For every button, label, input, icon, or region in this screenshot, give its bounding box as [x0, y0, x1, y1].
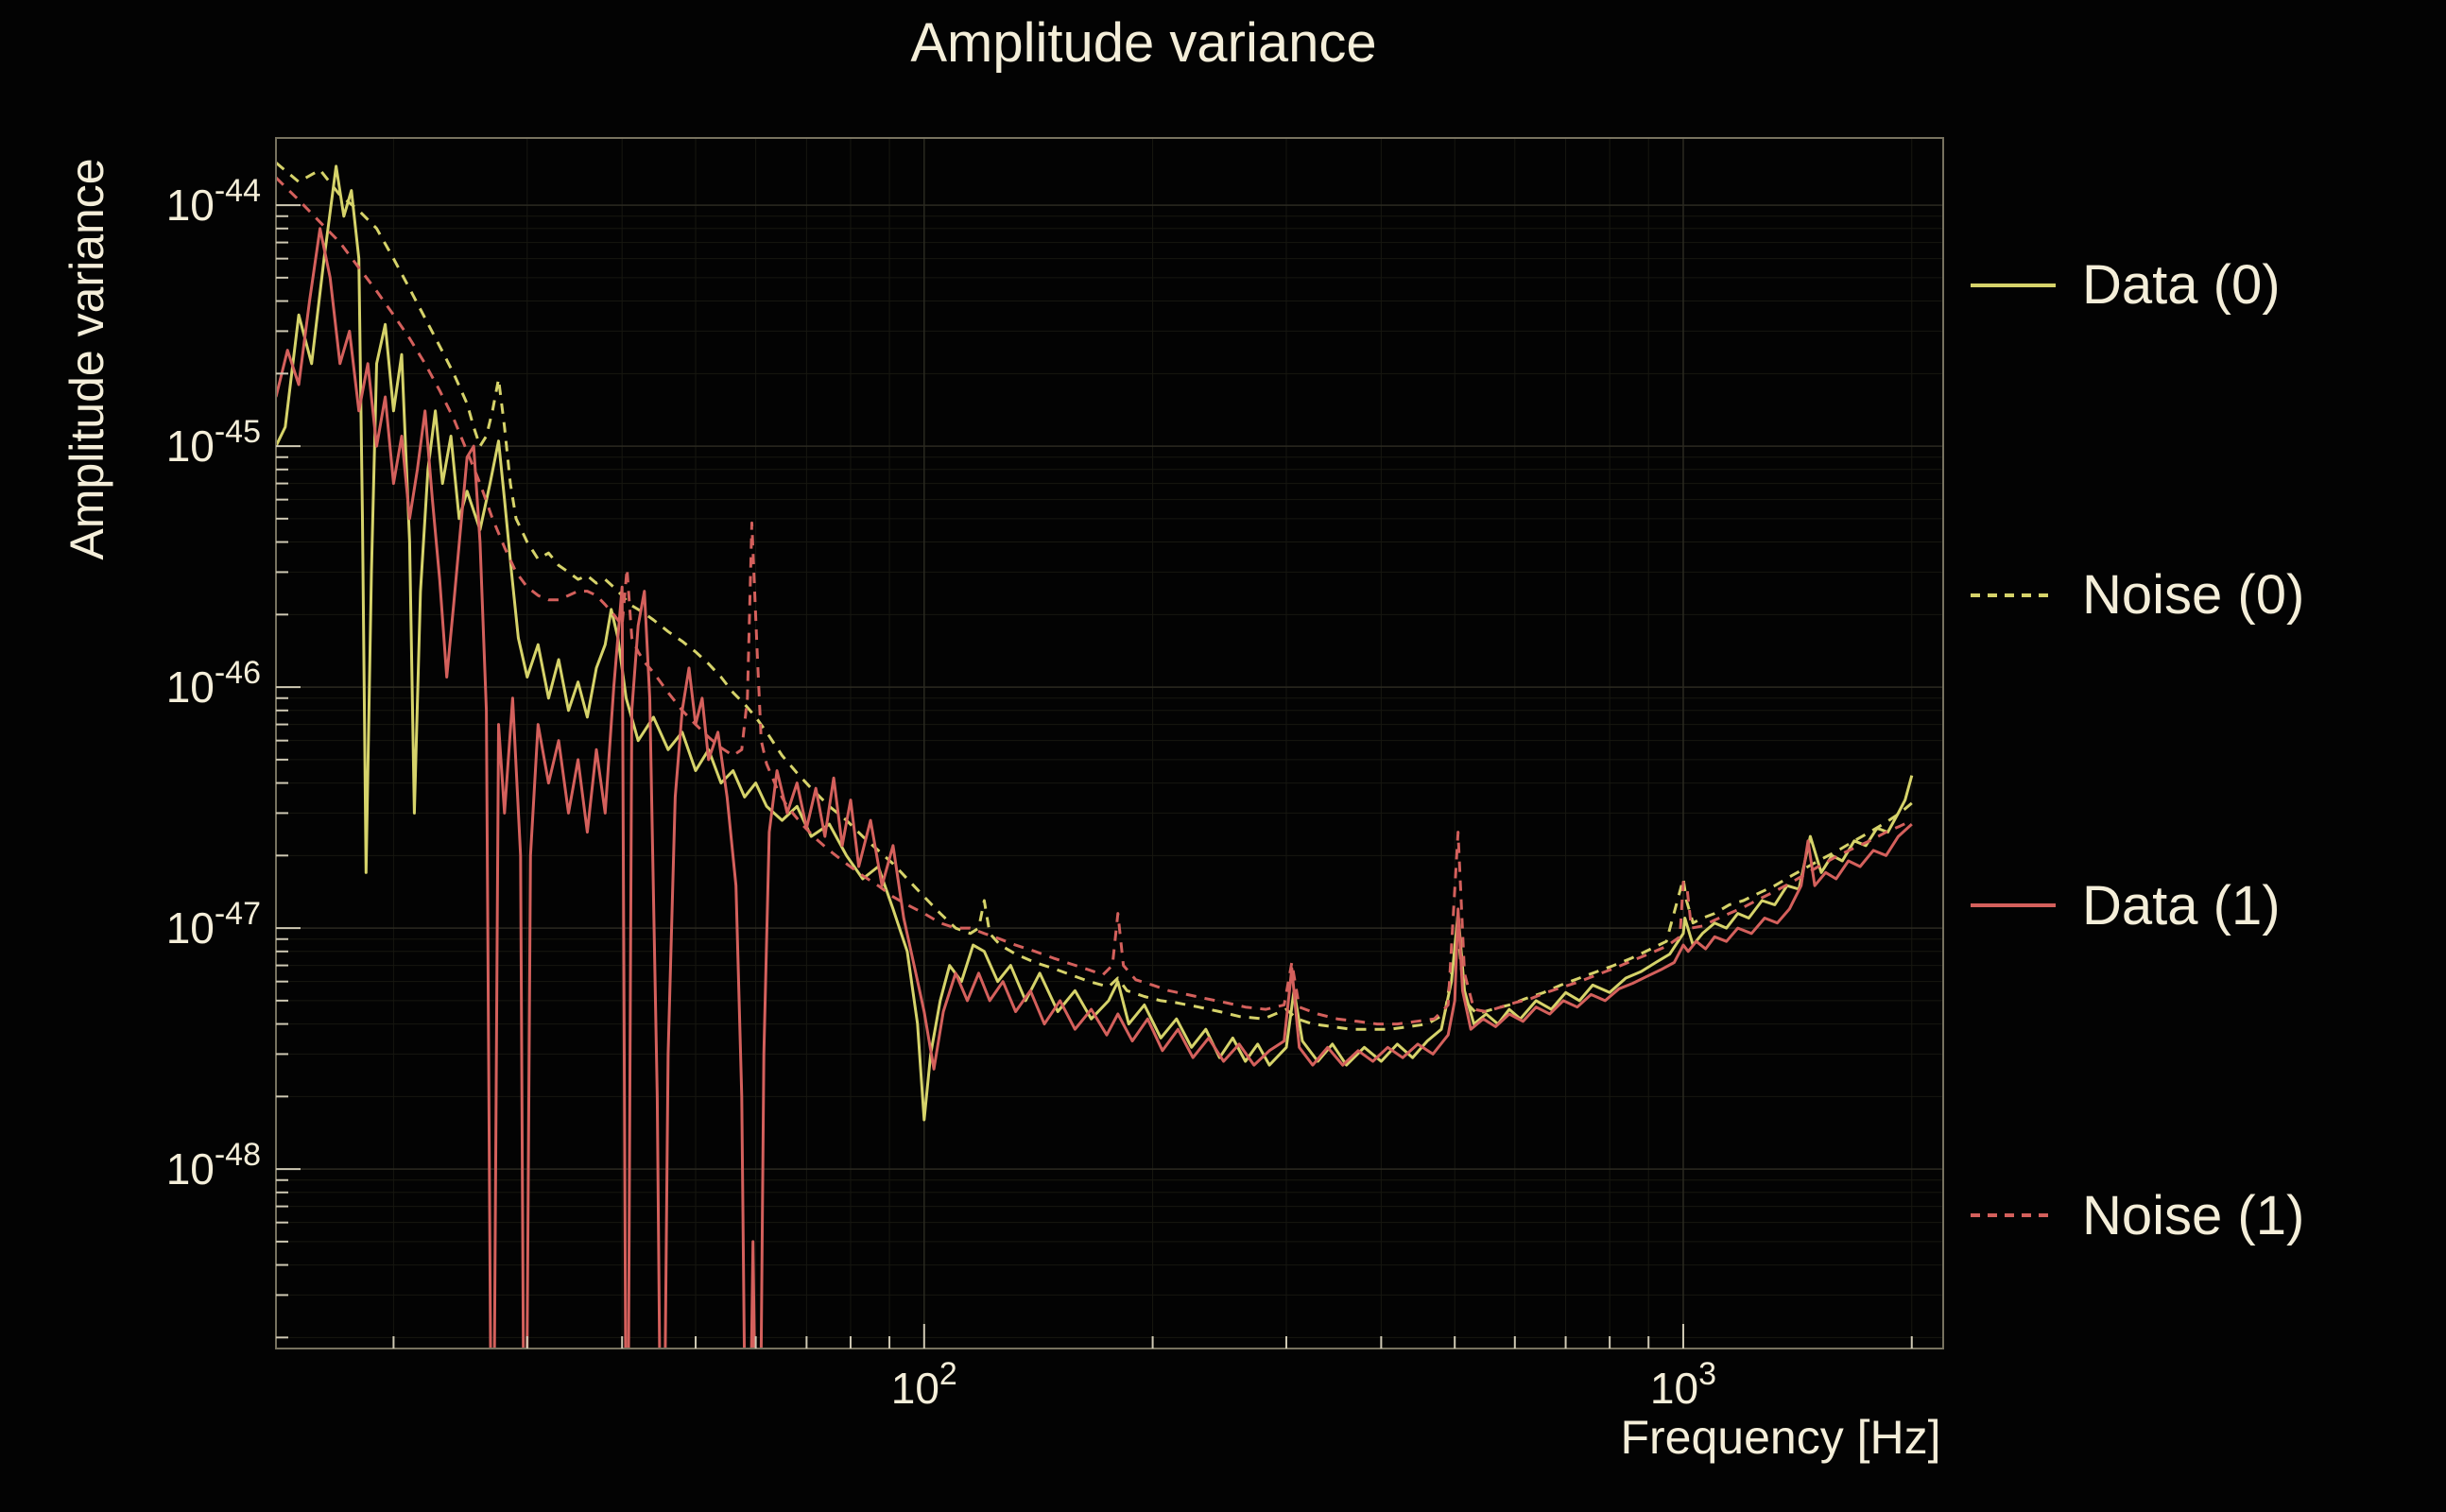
- y-tick-label: 10-46: [166, 655, 261, 712]
- y-tick-label: 10-48: [166, 1137, 261, 1194]
- y-tick-label: 10-47: [166, 896, 261, 953]
- legend-label-noise-0: Noise (0): [2082, 564, 2305, 627]
- legend-entry-noise-1: Noise (1): [1971, 1184, 2304, 1247]
- x-axis-label: Frequency [Hz]: [1620, 1411, 1941, 1464]
- chart-title: Amplitude variance: [910, 12, 1377, 74]
- legend-line-data-0-icon: [1971, 283, 2056, 287]
- legend-line-data-1-icon: [1971, 903, 2056, 908]
- legend-label-data-0: Data (0): [2082, 254, 2281, 316]
- series-line-2: [276, 227, 1913, 1349]
- x-tick-label: 102: [891, 1356, 957, 1413]
- legend-line-noise-1-icon: [1971, 1213, 2056, 1218]
- series-line-0: [276, 164, 1914, 1122]
- series-line-3: [276, 176, 1913, 1026]
- y-tick-label: 10-45: [166, 414, 261, 471]
- legend-entry-noise-0: Noise (0): [1971, 563, 2304, 627]
- legend-entry-data-1: Data (1): [1971, 874, 2304, 937]
- legend-entry-data-0: Data (0): [1971, 253, 2304, 317]
- legend-label-noise-1: Noise (1): [2082, 1184, 2305, 1246]
- legend-label-data-1: Data (1): [2082, 874, 2281, 936]
- series-group: [276, 162, 1914, 1349]
- x-tick-label: 103: [1650, 1356, 1716, 1413]
- legend-line-noise-0-icon: [1971, 593, 2056, 597]
- plot-frame: [275, 137, 1944, 1349]
- legend: Data (0) Noise (0) Data (1) Noise (1): [1971, 253, 2304, 1247]
- y-tick-label: 10-44: [166, 173, 261, 230]
